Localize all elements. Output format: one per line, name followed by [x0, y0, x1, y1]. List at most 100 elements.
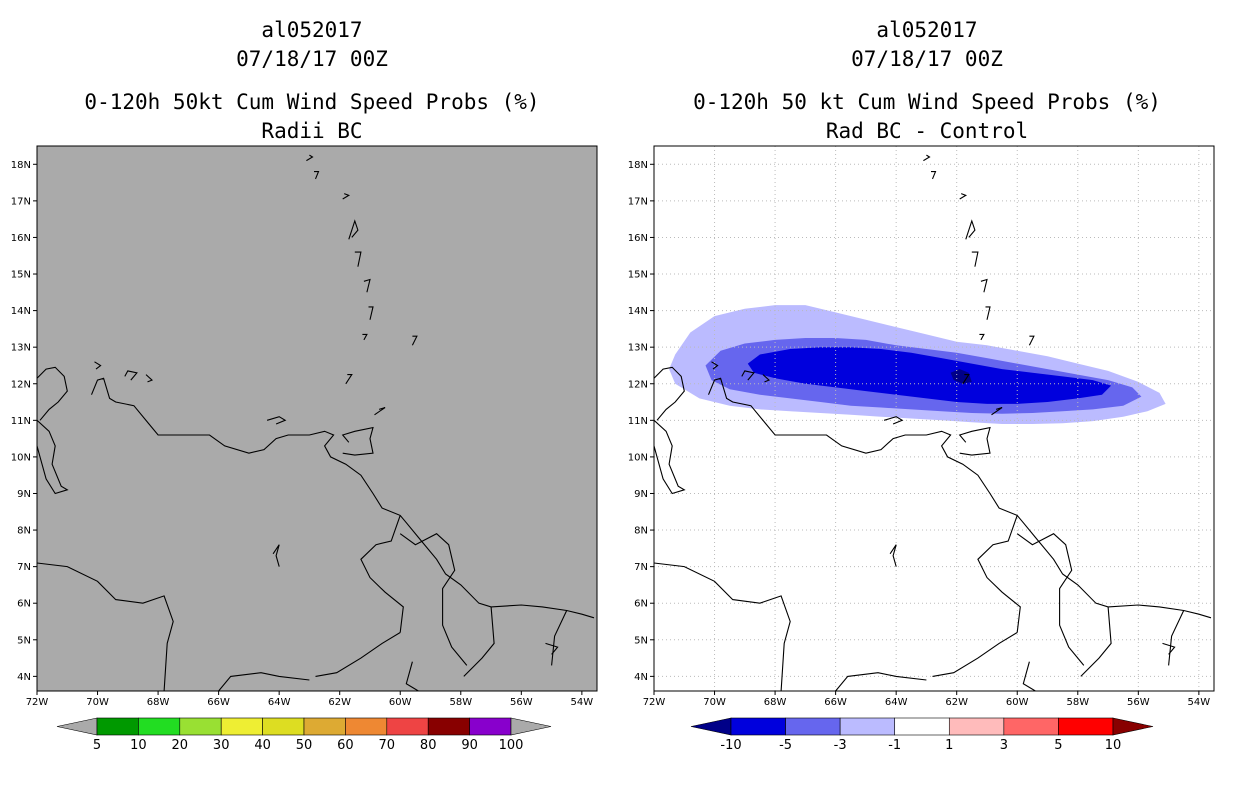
coastline	[977, 515, 1021, 633]
coastline	[889, 544, 897, 567]
lon-label: 72W	[26, 697, 49, 708]
lon-label: 54W	[571, 697, 594, 708]
colorbar-label: -10	[720, 738, 741, 753]
coastline	[654, 366, 685, 421]
coastline	[654, 419, 686, 495]
lon-label: 58W	[449, 697, 472, 708]
coastline	[1022, 661, 1036, 691]
colorbar-label: -1	[888, 738, 901, 753]
colorbar-label: 10	[1105, 738, 1122, 753]
left-datetime: 07/18/17 00Z	[236, 47, 388, 71]
coastline	[463, 606, 495, 677]
colorbar-swatch	[303, 717, 346, 736]
lat-label: 4N	[17, 672, 31, 683]
right-storm-id: al052017	[876, 18, 978, 42]
lon-label: 60W	[389, 697, 412, 708]
lat-label: 11N	[628, 416, 648, 427]
colorbar-label: 1	[945, 738, 953, 753]
lat-label: 6N	[634, 599, 648, 610]
colorbar-swatch	[1003, 717, 1059, 736]
coastline	[341, 426, 374, 456]
lat-label: 16N	[628, 233, 648, 244]
colorbar-label: 80	[420, 738, 437, 753]
lon-label: 56W	[510, 697, 533, 708]
colorbar-label: 50	[296, 738, 313, 753]
coastline	[762, 374, 771, 383]
coastline	[962, 374, 970, 385]
coastline	[741, 370, 755, 381]
colorbar-swatch	[96, 717, 139, 736]
coastline	[411, 335, 418, 346]
coastline	[362, 333, 368, 341]
coastline	[368, 306, 374, 320]
coastline	[360, 515, 404, 633]
lon-label: 66W	[207, 697, 230, 708]
coastline	[1016, 533, 1085, 666]
lat-label: 6N	[17, 599, 31, 610]
coastline	[145, 374, 154, 383]
coastline	[314, 171, 320, 180]
lon-label: 56W	[1127, 697, 1150, 708]
colorbar-swatch	[730, 717, 786, 736]
coastline	[1168, 610, 1185, 666]
colorbar-label: 40	[254, 738, 271, 753]
left-colorbar: 5 10 20 30 40 50 60 70 80 90 100	[56, 717, 552, 753]
coastline	[272, 544, 280, 567]
lat-label: 11N	[11, 416, 31, 427]
coastline	[363, 278, 371, 293]
lon-label: 62W	[945, 697, 968, 708]
left-subtitle: Radii BC	[261, 119, 363, 143]
left-title: 0-120h 50kt Cum Wind Speed Probs (%)	[84, 90, 540, 114]
colorbar-label: -3	[834, 738, 847, 753]
coastline	[1162, 642, 1176, 655]
coastline	[354, 251, 362, 267]
lat-label: 5N	[17, 635, 31, 646]
coastline	[345, 374, 353, 385]
colorbar-label: 30	[213, 738, 230, 753]
colorbar-right-triangle	[1112, 717, 1154, 736]
colorbar-swatch	[345, 717, 388, 736]
coastline	[883, 416, 904, 425]
lat-label: 13N	[628, 343, 648, 354]
colorbar-left-triangle	[56, 717, 98, 736]
lat-label: 12N	[11, 379, 31, 390]
coastline	[37, 562, 174, 691]
colorbar-swatch	[894, 717, 950, 736]
lon-label: 72W	[643, 697, 666, 708]
lat-label: 8N	[17, 526, 31, 537]
lat-label: 18N	[11, 160, 31, 171]
colorbar-swatch	[948, 717, 1005, 736]
colorbar-label: 60	[337, 738, 354, 753]
coastline	[707, 377, 1212, 619]
coastline	[306, 154, 314, 162]
lat-label: 13N	[11, 343, 31, 354]
lat-label: 8N	[634, 526, 648, 537]
coastline	[923, 154, 931, 162]
lon-label: 70W	[86, 697, 109, 708]
colorbar-label: 100	[499, 738, 524, 753]
lat-label: 9N	[634, 489, 648, 500]
coastline	[124, 370, 138, 381]
lat-label: 17N	[628, 196, 648, 207]
colorbar-swatch	[179, 717, 222, 736]
coastline	[991, 406, 1003, 416]
left-map-background	[37, 146, 597, 691]
coastline	[931, 171, 937, 180]
lat-label: 15N	[11, 270, 31, 281]
lat-label: 18N	[628, 160, 648, 171]
coastline	[218, 672, 310, 691]
coastline	[835, 672, 927, 691]
coastline	[94, 361, 102, 370]
colorbar-label: 20	[172, 738, 189, 753]
lat-label: 14N	[628, 306, 648, 317]
coastline	[342, 193, 351, 200]
right-title: 0-120h 50 kt Cum Wind Speed Probs (%)	[693, 90, 1161, 114]
coastline	[545, 642, 559, 655]
right-panel: 18N 17N 16N 15N 14N 13N 12N 11N 10N 9N 8N 7N 6N 5N 4N 7…	[628, 145, 1215, 753]
coastline	[37, 419, 69, 495]
contour-2	[747, 347, 1112, 404]
colorbar-swatch	[1058, 717, 1114, 736]
colorbar-swatch	[262, 717, 305, 736]
colorbar-label: 90	[461, 738, 478, 753]
